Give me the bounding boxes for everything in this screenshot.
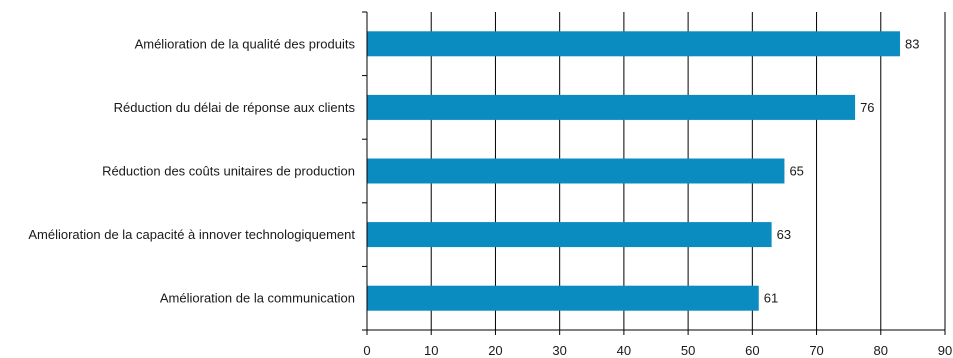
bar <box>367 222 772 248</box>
data-label: 76 <box>860 100 874 115</box>
data-label: 83 <box>905 36 919 51</box>
bars <box>367 31 901 311</box>
bar <box>367 31 901 57</box>
bar <box>367 94 856 120</box>
category-label: Amélioration de la qualité des produits <box>135 36 356 51</box>
x-tick-label: 10 <box>424 343 438 358</box>
x-tick-label: 40 <box>617 343 631 358</box>
x-tick-label: 20 <box>488 343 502 358</box>
x-tick-label: 80 <box>874 343 888 358</box>
category-label: Réduction du délai de réponse aux client… <box>114 100 356 115</box>
data-label: 61 <box>764 291 778 306</box>
bar <box>367 158 785 184</box>
data-label: 63 <box>777 227 791 242</box>
bar <box>367 285 759 311</box>
x-tick-label: 50 <box>681 343 695 358</box>
labels: 0 10 20 30 40 50 60 70 80 90 Amélioration de la qu… <box>28 36 952 358</box>
x-tick-label: 90 <box>938 343 952 358</box>
x-tick-label: 60 <box>745 343 759 358</box>
category-label: Réduction des coûts unitaires de product… <box>102 164 355 179</box>
x-tick-label: 30 <box>552 343 566 358</box>
data-label: 65 <box>789 164 803 179</box>
category-label: Amélioration de la capacité à innover te… <box>28 227 355 242</box>
category-label: Amélioration de la communication <box>160 291 355 306</box>
x-tick-label: 70 <box>809 343 823 358</box>
x-tick-label: 0 <box>363 343 370 358</box>
axes <box>362 11 946 335</box>
